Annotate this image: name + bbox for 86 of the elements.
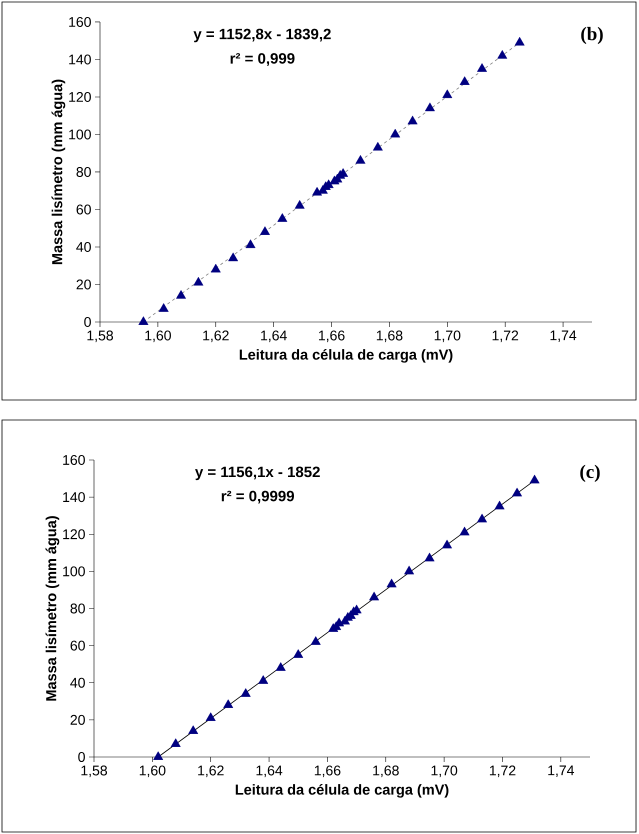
point bbox=[477, 514, 488, 522]
point bbox=[258, 675, 268, 684]
point bbox=[404, 566, 414, 574]
point bbox=[153, 751, 164, 760]
point bbox=[188, 725, 198, 734]
annotation: r² = 0,999 bbox=[230, 53, 295, 66]
x-tick-label: 1,70 bbox=[434, 330, 460, 342]
point bbox=[386, 578, 397, 588]
x-tick-label: 1,66 bbox=[318, 330, 345, 342]
point bbox=[460, 526, 470, 536]
point bbox=[223, 699, 234, 708]
y-tick-label: 100 bbox=[69, 130, 91, 140]
annotation: r² = 0,9999 bbox=[222, 490, 294, 504]
x-tick-label: 1,62 bbox=[198, 766, 224, 778]
y-axis-title: Massa lisímetro (mm água) bbox=[52, 80, 66, 264]
y-tick-label: 0 bbox=[78, 752, 85, 762]
x-tick-label: 1,58 bbox=[87, 330, 114, 342]
x-tick-label: 1,70 bbox=[432, 766, 458, 778]
point bbox=[158, 303, 169, 312]
point bbox=[176, 290, 186, 299]
point bbox=[442, 89, 452, 98]
x-axis-title: Leitura da célula de carga (mV) bbox=[236, 784, 448, 798]
y-tick-label: 60 bbox=[70, 640, 85, 651]
y-tick-label: 120 bbox=[69, 92, 91, 102]
point bbox=[424, 552, 434, 562]
point bbox=[193, 276, 204, 286]
y-tick-label: 20 bbox=[70, 714, 85, 725]
y-tick-label: 60 bbox=[76, 204, 91, 214]
point bbox=[277, 213, 288, 222]
annotation: y = 1156,1x - 1852 bbox=[195, 466, 320, 480]
point bbox=[260, 226, 270, 235]
annotation: (c) bbox=[580, 464, 600, 482]
point bbox=[460, 76, 470, 85]
point bbox=[494, 500, 505, 510]
point bbox=[442, 540, 452, 548]
point bbox=[390, 128, 400, 138]
y-tick-label: 0 bbox=[84, 317, 91, 327]
y-tick-label: 40 bbox=[76, 242, 91, 252]
point bbox=[210, 264, 221, 272]
x-tick-label: 1,60 bbox=[140, 766, 166, 778]
point bbox=[372, 142, 383, 151]
point bbox=[293, 649, 304, 658]
x-tick-label: 1,64 bbox=[256, 766, 282, 778]
point bbox=[228, 252, 238, 262]
y-tick-label: 40 bbox=[70, 678, 85, 688]
x-axis-title: Leitura da célula de carga (mV) bbox=[240, 348, 452, 363]
point bbox=[424, 102, 435, 112]
point bbox=[206, 712, 216, 721]
y-tick-label: 20 bbox=[76, 280, 91, 290]
y-axis-title: Massa lisímetro (mm água) bbox=[46, 516, 60, 701]
point bbox=[246, 239, 256, 248]
x-tick-label: 1,72 bbox=[490, 766, 516, 778]
point bbox=[408, 116, 418, 124]
x-tick-label: 1,74 bbox=[548, 766, 574, 777]
x-tick-label: 1,68 bbox=[376, 330, 402, 342]
point bbox=[477, 63, 487, 72]
point bbox=[310, 636, 321, 645]
x-tick-label: 1,60 bbox=[145, 330, 171, 342]
y-tick-label: 80 bbox=[76, 167, 91, 177]
point bbox=[276, 662, 286, 671]
y-tick-label: 100 bbox=[63, 566, 85, 576]
point bbox=[356, 155, 366, 164]
x-tick-label: 1,66 bbox=[314, 766, 340, 778]
y-tick-label: 160 bbox=[69, 17, 91, 27]
y-tick-label: 140 bbox=[69, 54, 91, 64]
annotation: y = 1152,8x - 1839,2 bbox=[193, 28, 331, 42]
point bbox=[138, 316, 148, 325]
point bbox=[240, 688, 251, 697]
y-tick-label: 80 bbox=[70, 604, 85, 614]
point bbox=[530, 474, 540, 484]
x-tick-label: 1,68 bbox=[373, 766, 399, 778]
y-tick-label: 120 bbox=[63, 529, 85, 540]
point bbox=[170, 738, 181, 747]
annotation: (b) bbox=[581, 26, 603, 44]
point bbox=[294, 200, 305, 209]
point bbox=[514, 36, 525, 46]
x-tick-label: 1,62 bbox=[203, 330, 229, 342]
y-tick-label: 140 bbox=[63, 492, 85, 502]
x-tick-label: 1,64 bbox=[261, 330, 287, 342]
x-tick-label: 1,58 bbox=[81, 766, 108, 778]
point bbox=[369, 592, 380, 600]
y-tick-label: 160 bbox=[63, 455, 85, 465]
point bbox=[512, 488, 522, 496]
x-tick-label: 1,74 bbox=[550, 330, 576, 342]
x-tick-label: 1,72 bbox=[492, 330, 518, 342]
point bbox=[497, 50, 508, 59]
